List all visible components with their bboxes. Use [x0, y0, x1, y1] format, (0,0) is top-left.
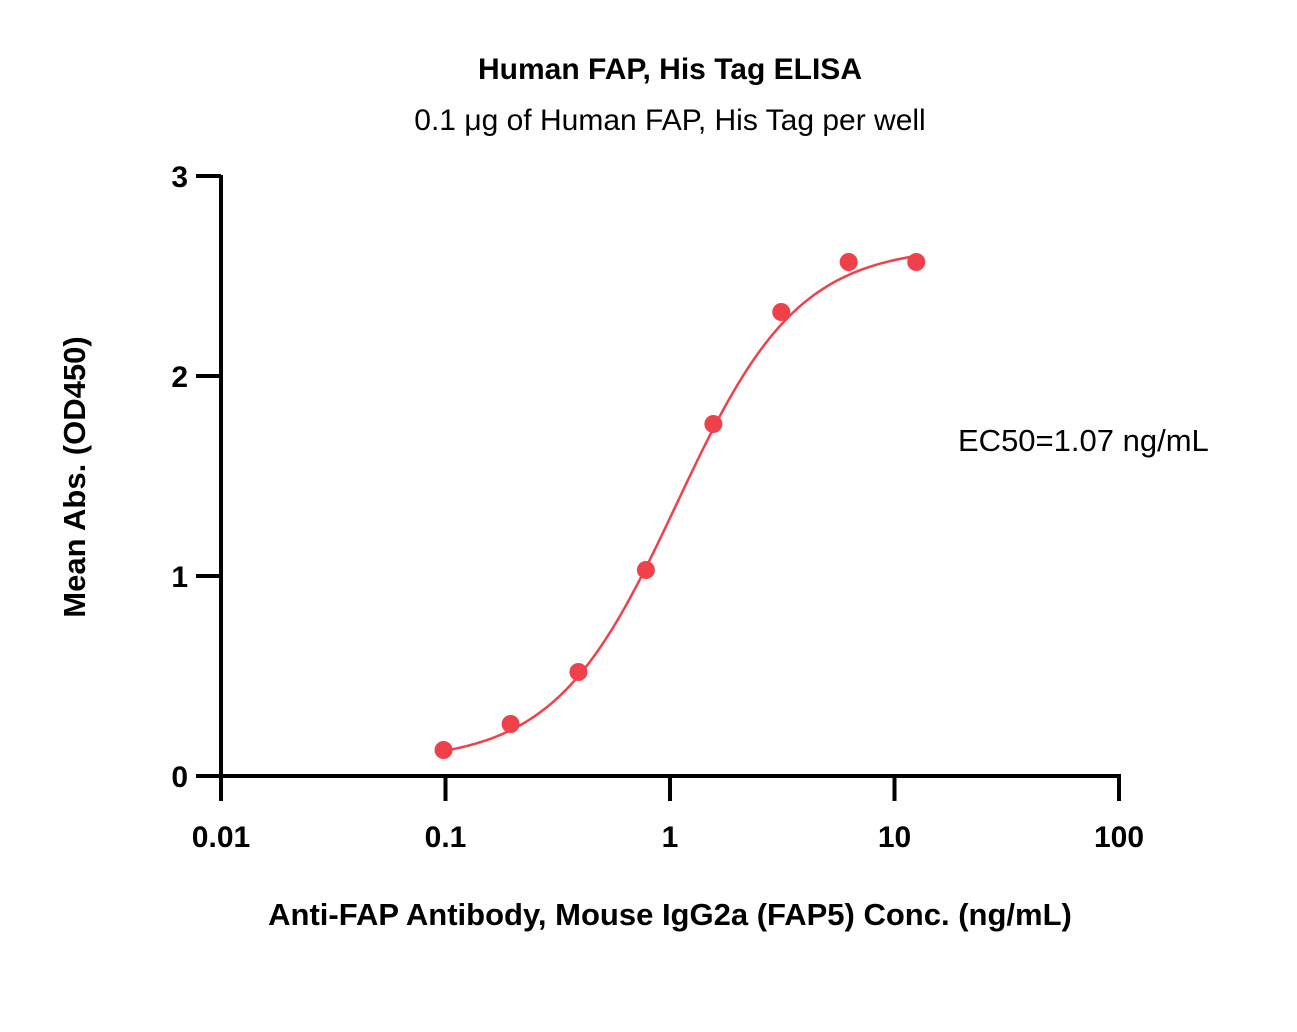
y-axis-label: Mean Abs. (OD450): [57, 336, 92, 617]
ec50-annotation: EC50=1.07 ng/mL: [958, 423, 1209, 458]
chart-title: Human FAP, His Tag ELISA: [478, 53, 862, 86]
fit-curve-layer: [443, 254, 917, 753]
data-point: [704, 415, 723, 433]
y-tick-label: 0: [171, 761, 188, 794]
chart-subtitle: 0.1 μg of Human FAP, His Tag per well: [414, 104, 925, 137]
data-point: [636, 561, 655, 579]
x-tick-label: 10: [878, 821, 911, 854]
data-point: [839, 253, 858, 271]
x-axis: 0.01 0.1 1 10 100: [192, 774, 1144, 854]
data-points-layer: [434, 253, 926, 759]
y-axis: 0 1 2 3: [171, 161, 223, 794]
fit-curve: [443, 254, 917, 753]
y-tick-label: 2: [171, 361, 188, 394]
x-tick-label: 1: [662, 821, 679, 854]
x-tick-label: 0.01: [192, 821, 250, 854]
data-point: [772, 303, 791, 321]
y-tick-label: 3: [171, 161, 188, 194]
x-tick-label: 100: [1094, 821, 1144, 854]
y-tick-label: 1: [171, 561, 188, 594]
data-point: [907, 253, 926, 271]
x-tick-label: 0.1: [425, 821, 467, 854]
data-point: [569, 663, 588, 681]
data-point: [434, 741, 453, 759]
x-axis-label: Anti-FAP Antibody, Mouse IgG2a (FAP5) Co…: [268, 897, 1072, 932]
data-point: [501, 715, 520, 733]
